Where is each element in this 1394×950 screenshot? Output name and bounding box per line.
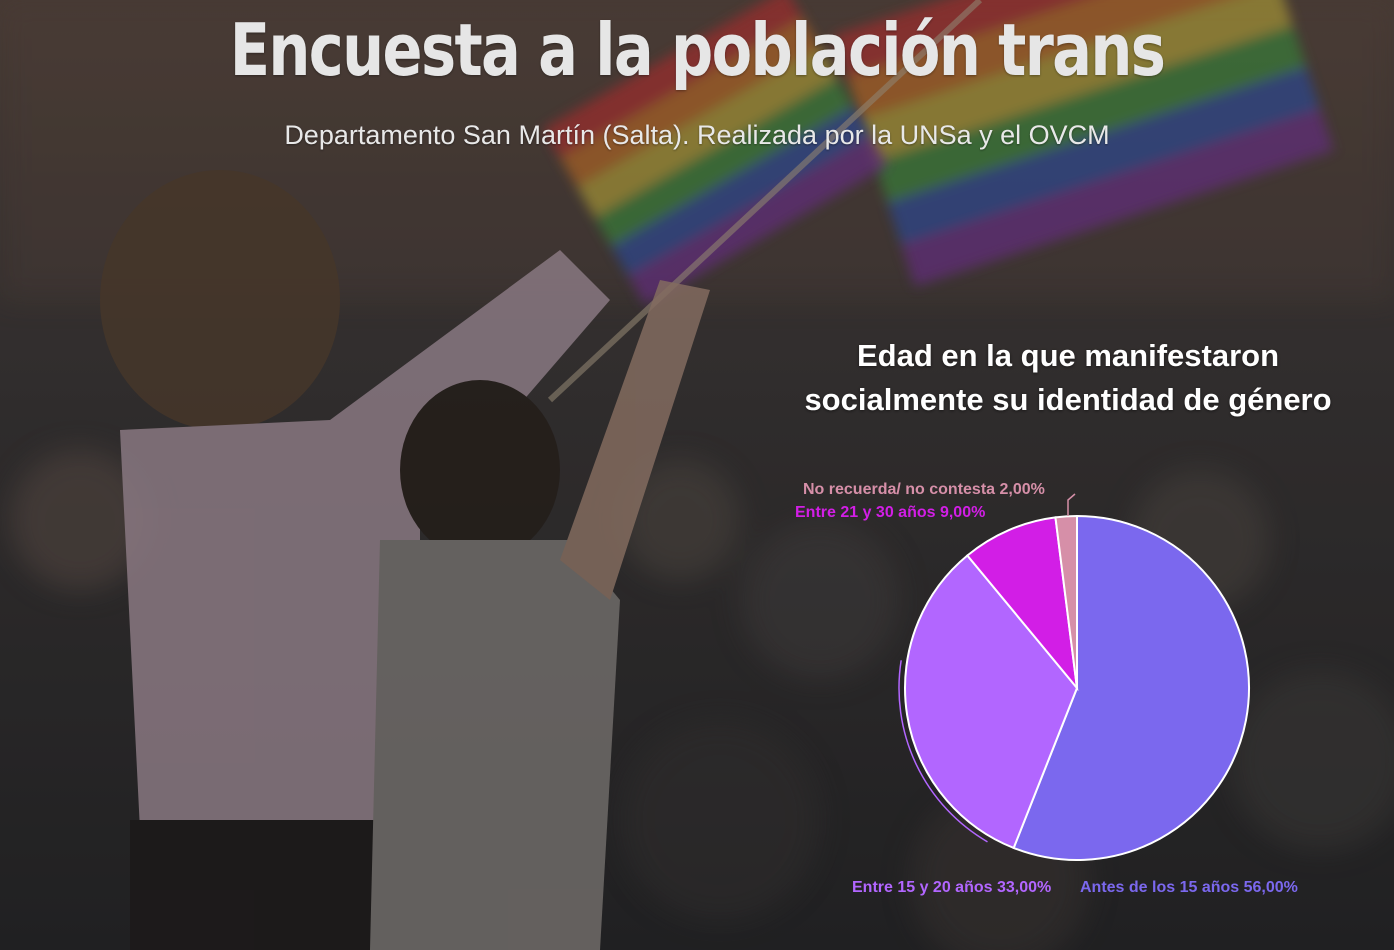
- page-subtitle: Departamento San Martín (Salta). Realiza…: [284, 120, 1110, 150]
- pie-slice-label: No recuerda/ no contesta 2,00%: [803, 481, 1045, 498]
- pie-slice[interactable]: [1012, 514, 1250, 861]
- chart-title-line-2: socialmente su identidad de género: [804, 382, 1332, 417]
- pie-slice[interactable]: [1054, 514, 1078, 689]
- page-title: Encuesta a la población trans: [229, 8, 1166, 92]
- pie-slice-arc-marker: [898, 660, 988, 843]
- pie-leader-line: [1067, 493, 1076, 516]
- pie-slice-label: Entre 15 y 20 años 33,00%: [852, 879, 1051, 896]
- pie-slice-label: Entre 21 y 30 años 9,00%: [795, 504, 985, 521]
- chart-title: Edad en la que manifestaron socialmente …: [760, 334, 1376, 422]
- chart-title-line-1: Edad en la que manifestaron: [856, 338, 1280, 373]
- pie-slice-label: Antes de los 15 años 56,00%: [1080, 879, 1298, 896]
- pie-slice[interactable]: [903, 554, 1079, 850]
- pie-slice[interactable]: [965, 516, 1079, 692]
